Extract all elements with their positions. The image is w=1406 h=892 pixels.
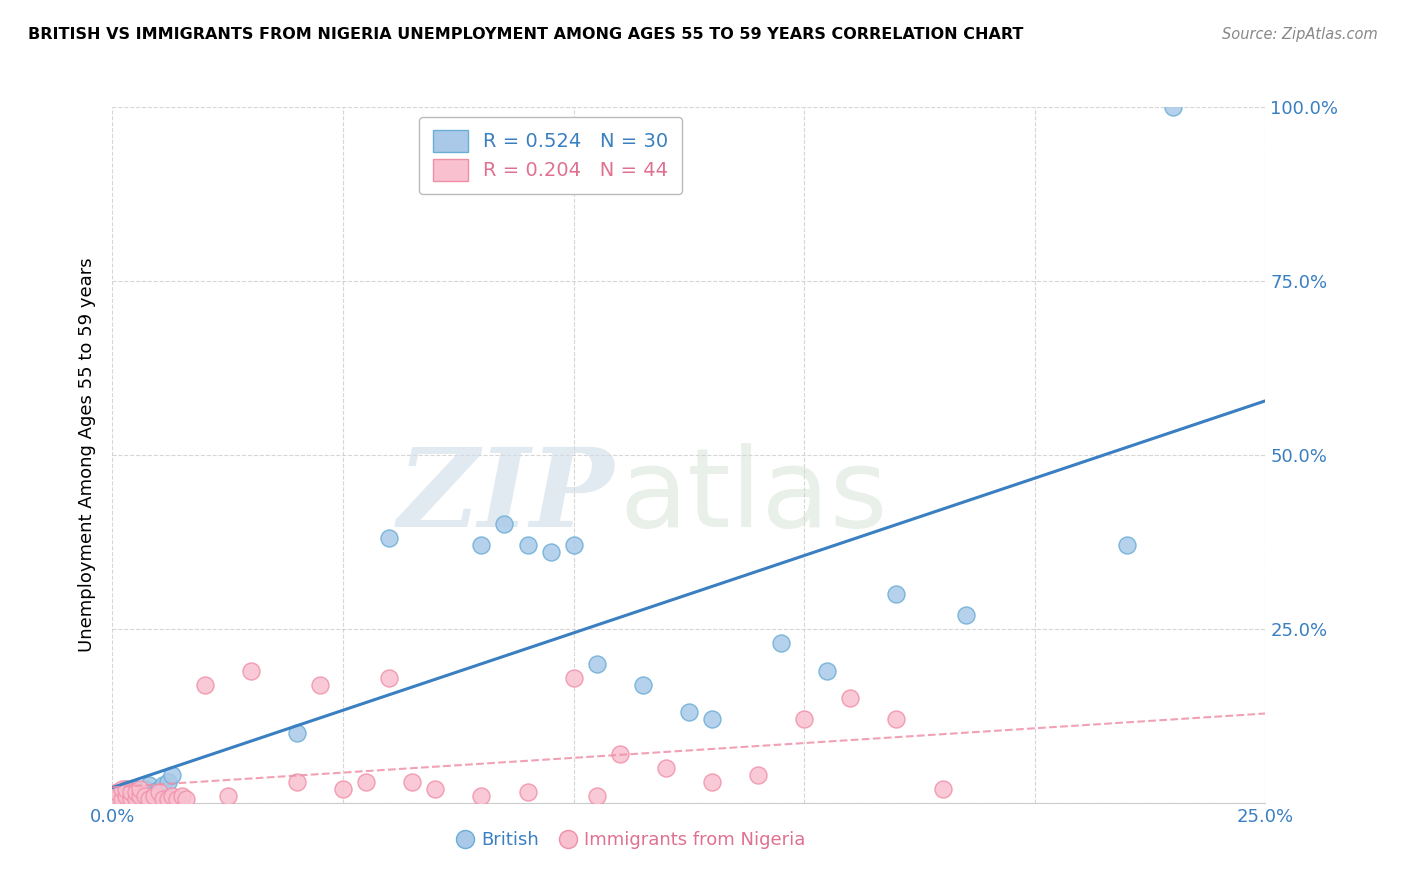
Point	[540, 545, 562, 559]
Point	[309, 677, 332, 691]
Point	[747, 768, 769, 782]
Point	[678, 706, 700, 720]
Point	[470, 789, 492, 803]
Point	[585, 657, 607, 671]
Point	[162, 789, 184, 803]
Point	[839, 691, 862, 706]
Point	[1161, 100, 1184, 114]
Point	[815, 664, 838, 678]
Text: BRITISH VS IMMIGRANTS FROM NIGERIA UNEMPLOYMENT AMONG AGES 55 TO 59 YEARS CORREL: BRITISH VS IMMIGRANTS FROM NIGERIA UNEMP…	[28, 27, 1024, 42]
Point	[111, 781, 134, 796]
Legend: British, Immigrants from Nigeria: British, Immigrants from Nigeria	[450, 824, 813, 856]
Point	[562, 538, 585, 552]
Point	[162, 768, 184, 782]
Point	[115, 781, 138, 796]
Point	[138, 792, 160, 806]
Point	[129, 785, 152, 799]
Point	[156, 775, 179, 789]
Text: ZIP: ZIP	[398, 443, 614, 550]
Point	[793, 712, 815, 726]
Point	[143, 785, 166, 799]
Point	[134, 781, 156, 796]
Point	[129, 789, 152, 803]
Point	[655, 761, 678, 775]
Point	[770, 636, 793, 650]
Point	[217, 789, 239, 803]
Point	[120, 792, 142, 806]
Y-axis label: Unemployment Among Ages 55 to 59 years: Unemployment Among Ages 55 to 59 years	[77, 258, 96, 652]
Point	[609, 747, 631, 761]
Point	[700, 712, 723, 726]
Point	[425, 781, 447, 796]
Point	[955, 607, 977, 622]
Point	[120, 789, 142, 803]
Point	[1116, 538, 1139, 552]
Point	[105, 792, 128, 806]
Point	[562, 671, 585, 685]
Point	[516, 785, 538, 799]
Point	[138, 778, 160, 793]
Point	[105, 785, 128, 799]
Point	[516, 538, 538, 552]
Point	[700, 775, 723, 789]
Point	[194, 677, 217, 691]
Point	[631, 677, 654, 691]
Point	[931, 781, 953, 796]
Point	[156, 792, 179, 806]
Point	[378, 671, 401, 685]
Point	[105, 789, 128, 803]
Point	[124, 781, 146, 796]
Point	[152, 792, 174, 806]
Point	[120, 785, 142, 799]
Point	[174, 792, 197, 806]
Point	[354, 775, 377, 789]
Point	[378, 532, 401, 546]
Point	[585, 789, 607, 803]
Text: Source: ZipAtlas.com: Source: ZipAtlas.com	[1222, 27, 1378, 42]
Point	[148, 781, 170, 796]
Point	[143, 789, 166, 803]
Point	[170, 789, 193, 803]
Point	[470, 538, 492, 552]
Point	[886, 712, 908, 726]
Point	[401, 775, 423, 789]
Text: atlas: atlas	[620, 443, 889, 550]
Point	[152, 778, 174, 793]
Point	[285, 775, 308, 789]
Point	[239, 664, 262, 678]
Point	[166, 792, 188, 806]
Point	[134, 789, 156, 803]
Point	[111, 792, 134, 806]
Point	[332, 781, 354, 796]
Point	[129, 781, 152, 796]
Point	[124, 785, 146, 799]
Point	[124, 792, 146, 806]
Point	[115, 789, 138, 803]
Point	[494, 517, 516, 532]
Point	[115, 781, 138, 796]
Point	[285, 726, 308, 740]
Point	[886, 587, 908, 601]
Point	[148, 785, 170, 799]
Point	[111, 785, 134, 799]
